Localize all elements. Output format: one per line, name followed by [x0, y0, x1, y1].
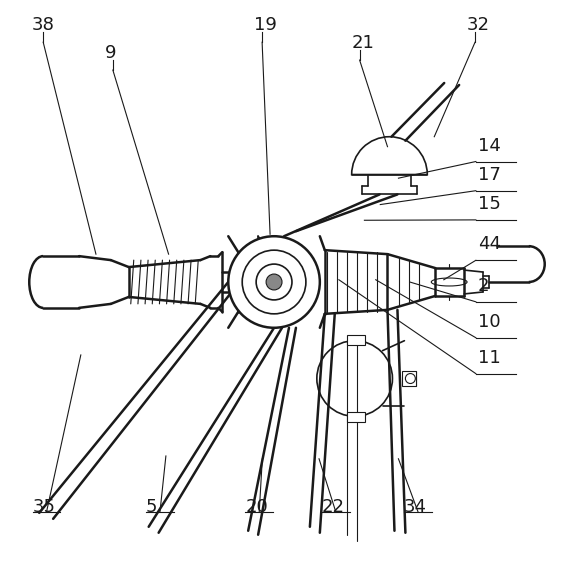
- Circle shape: [266, 274, 282, 290]
- Wedge shape: [352, 136, 428, 174]
- Text: 14: 14: [478, 136, 500, 155]
- Text: 38: 38: [31, 16, 54, 34]
- Text: 11: 11: [478, 349, 500, 367]
- Circle shape: [242, 250, 306, 314]
- Text: 17: 17: [478, 166, 500, 184]
- Text: 15: 15: [478, 195, 500, 213]
- FancyBboxPatch shape: [347, 335, 365, 345]
- Text: 9: 9: [105, 44, 116, 62]
- Circle shape: [228, 236, 320, 328]
- FancyBboxPatch shape: [402, 371, 416, 386]
- Text: 35: 35: [32, 498, 56, 516]
- Text: 44: 44: [478, 235, 501, 253]
- Text: 5: 5: [146, 498, 157, 516]
- Text: 32: 32: [467, 16, 490, 34]
- Text: 34: 34: [404, 498, 427, 516]
- Circle shape: [256, 264, 292, 300]
- Text: 2: 2: [478, 277, 490, 295]
- FancyBboxPatch shape: [347, 412, 365, 422]
- Text: 22: 22: [322, 498, 345, 516]
- Text: 20: 20: [245, 498, 268, 516]
- Text: 21: 21: [352, 34, 374, 52]
- Text: 10: 10: [478, 313, 500, 331]
- Circle shape: [405, 373, 416, 384]
- Text: 19: 19: [254, 16, 277, 34]
- Circle shape: [317, 341, 393, 416]
